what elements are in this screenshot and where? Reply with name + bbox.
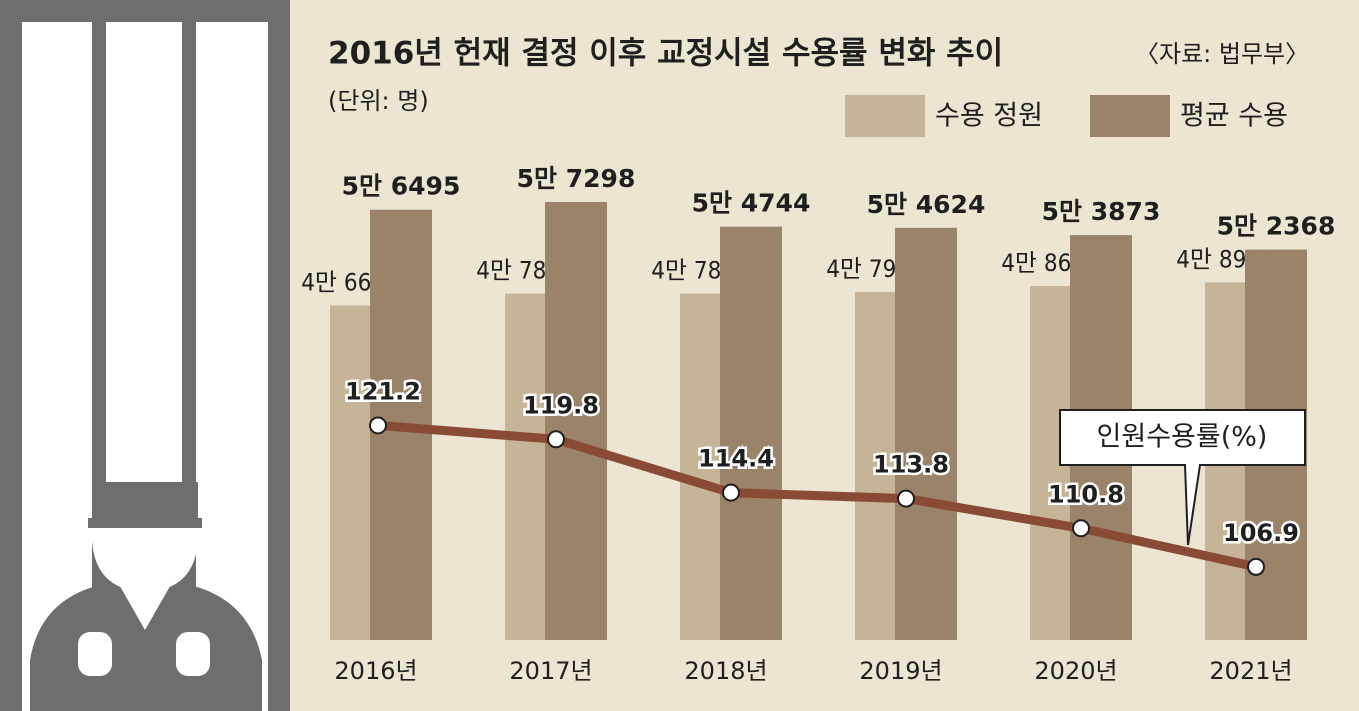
bar (895, 227, 957, 640)
hand (78, 632, 112, 676)
legend-swatch (845, 95, 925, 137)
value-label: 5만 7298 (517, 164, 636, 193)
value-label: 119.8 (523, 391, 599, 419)
x-tick-label: 2016년 (334, 657, 417, 685)
chart-title: 2016년 헌재 결정 이후 교정시설 수용률 변화 추이 (328, 36, 1003, 72)
value-label: 110.8 (1048, 480, 1124, 508)
callout-box (1059, 409, 1306, 546)
value-label: 5만 2368 (1217, 212, 1336, 241)
cap-brim (88, 518, 202, 528)
x-tick-label: 2019년 (859, 657, 942, 685)
line-point (897, 489, 915, 508)
unit-label: (단위: 명) (328, 87, 429, 115)
x-tick-label: 2021년 (1209, 657, 1292, 685)
line-point (1072, 519, 1090, 538)
value-label: 5만 4624 (867, 190, 986, 219)
value-label: 106.9 (1223, 519, 1299, 547)
cap (92, 482, 198, 524)
x-tick-label: 2017년 (509, 657, 592, 685)
body (30, 585, 262, 711)
line-point (1247, 557, 1265, 576)
legend-label: 인원수용률(%) (1097, 422, 1268, 453)
line-point (369, 416, 387, 435)
gap (106, 22, 182, 482)
x-tick-label: 2018년 (684, 657, 767, 685)
source: 〈자료: 법무부〉 (1135, 40, 1309, 68)
value-label: 5만 6495 (342, 172, 461, 201)
legend-label: 수용 정원 (935, 101, 1043, 132)
value-label: 5만 4744 (692, 189, 811, 218)
legend-swatch (1090, 95, 1170, 137)
line-callout: 인원수용률(%) (1059, 409, 1306, 546)
hand (176, 632, 210, 676)
line-point (722, 483, 740, 502)
chart-background (290, 0, 1359, 711)
value-label: 114.4 (698, 445, 774, 473)
line-point (547, 430, 565, 449)
bar (720, 226, 782, 640)
line (377, 420, 1257, 572)
face (92, 525, 198, 592)
value-label: 5만 3873 (1042, 197, 1161, 226)
x-tick-label: 2020년 (1034, 657, 1117, 685)
value-label: 121.2 (345, 377, 421, 405)
prison-illustration (0, 0, 290, 711)
bar (545, 201, 607, 640)
value-label: 113.8 (873, 451, 949, 479)
legend-label: 평균 수용 (1180, 101, 1288, 132)
